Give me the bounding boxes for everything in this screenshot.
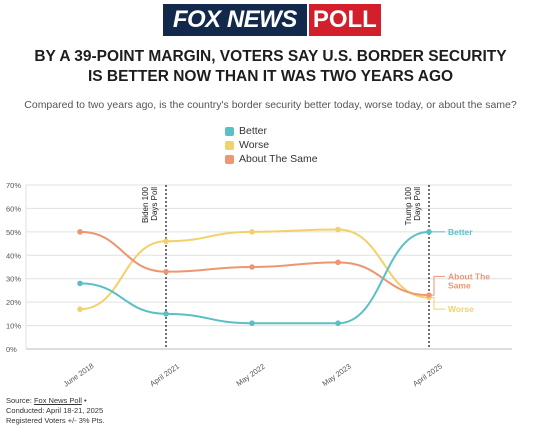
logo-brand: FOX NEWS [163,4,307,36]
conducted-dates: Conducted: April 18-21, 2025 [6,406,104,415]
x-tick-label: April 2025 [411,362,444,389]
annotation-label: Trump 100 [404,186,413,225]
legend-swatch-about-the-same [225,154,234,164]
annotation-label: Days Poll [150,187,159,221]
source-prefix: Source: [6,396,34,405]
source-line: Source: Fox News Poll • [6,396,105,406]
end-label-leader [429,296,445,310]
margin-of-error: Registered Voters +/- 3% Pts. [6,416,105,425]
source-suffix: • [81,396,87,405]
y-tick-label: 40% [6,251,21,260]
annotation-label: Days Poll [413,187,422,221]
y-tick-label: 70% [6,181,21,190]
data-point [249,229,255,235]
legend-item-better: Better [225,124,318,138]
data-point [335,226,341,233]
data-point [77,306,83,312]
y-tick-label: 0% [6,345,17,354]
x-tick-label: June 2018 [62,361,96,388]
legend-label-worse: Worse [239,139,270,151]
series-end-label: About The [448,271,490,281]
data-point [163,238,169,245]
data-point [163,268,169,275]
data-point [163,311,169,317]
legend-swatch-better [225,126,234,136]
x-tick-label: May 2023 [320,362,352,388]
x-tick-label: May 2022 [234,362,266,388]
source-note: Source: Fox News Poll • Conducted: April… [6,396,105,426]
line-chart: 0% 10% 20% 30% 40% 50% 60% 70% June 2018 April 20… [6,181,512,389]
chart-title: BY A 39-POINT MARGIN, VOTERS SAY U.S. BO… [0,47,541,87]
annotation-label: Biden 100 [141,186,150,223]
series-line [79,228,430,311]
fox-news-poll-logo: FOX NEWS POLL [163,4,381,36]
data-point [77,280,83,287]
series-end-label: Worse [448,304,474,314]
chart-subtitle: Compared to two years ago, is the countr… [24,99,517,111]
y-tick-label: 20% [6,298,21,307]
data-point [77,229,83,235]
series-line [79,230,430,297]
end-label-leader [429,275,445,296]
data-point [335,259,341,266]
legend-label-better: Better [239,125,268,137]
data-point [249,320,255,327]
legend-item-worse: Worse [225,138,318,152]
y-tick-label: 30% [6,275,21,284]
legend-swatch-worse [225,140,234,150]
chart-title-line-2: IS BETTER NOW THAN IT WAS TWO YEARS AGO [87,68,454,85]
legend-label-about-the-same: About The Same [239,153,318,165]
source-link[interactable]: Fox News Poll [33,396,82,405]
series-line [79,230,430,325]
chart-title-line-1: BY A 39-POINT MARGIN, VOTERS SAY U.S. BO… [34,48,507,65]
y-tick-label: 10% [6,322,21,331]
series-end-label: Same [448,280,471,290]
data-point [335,320,341,327]
chart-legend: Better Worse About The Same [225,124,318,166]
y-tick-label: 50% [6,228,21,237]
series-end-label: Better [448,227,473,237]
y-tick-label: 60% [6,204,21,213]
logo-badge: POLL [308,4,381,36]
data-point [249,264,255,270]
x-tick-label: April 2021 [148,362,181,389]
legend-item-about-the-same: About The Same [225,152,318,166]
